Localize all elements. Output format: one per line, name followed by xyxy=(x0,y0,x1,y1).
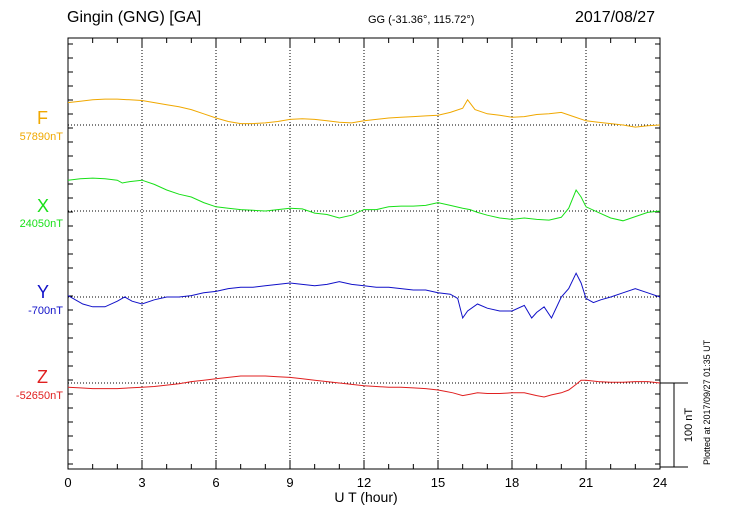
station-coordinates: GG (-31.36°, 115.72°) xyxy=(368,14,475,26)
component-label-X: X xyxy=(37,196,50,216)
series-line-Z xyxy=(67,375,661,398)
baseline-label-Y: -700nT xyxy=(28,305,63,317)
series-line-X xyxy=(67,177,661,222)
component-label-F: F xyxy=(37,108,48,128)
baseline-label-F: 57890nT xyxy=(19,131,63,143)
x-tick-label-6: 6 xyxy=(212,475,219,490)
x-tick-label-0: 0 xyxy=(64,475,71,490)
scale-bar: 100 nT xyxy=(660,382,695,468)
station-title: Gingin (GNG) [GA] xyxy=(67,9,202,26)
x-axis-label: U T (hour) xyxy=(334,489,397,505)
x-tick-label-15: 15 xyxy=(431,475,445,490)
component-label-Z: Z xyxy=(37,367,48,387)
x-tick-label-18: 18 xyxy=(505,475,519,490)
scale-bar-label: 100 nT xyxy=(683,408,695,443)
x-tick-label-9: 9 xyxy=(286,475,293,490)
chart-date: 2017/08/27 xyxy=(575,9,656,26)
axis-ticks: 0 3 6 9 12 15 18 21 24 xyxy=(64,38,667,490)
x-tick-label-12: 12 xyxy=(357,475,371,490)
x-tick-label-21: 21 xyxy=(579,475,593,490)
series-lines xyxy=(67,98,661,398)
baseline-label-Z: -52650nT xyxy=(15,390,63,402)
series-line-Y xyxy=(67,272,661,320)
x-tick-label-24: 24 xyxy=(653,475,667,490)
component-label-Y: Y xyxy=(37,282,50,302)
baseline-label-X: 24050nT xyxy=(19,218,63,230)
series-line-F xyxy=(67,98,661,128)
x-tick-label-3: 3 xyxy=(138,475,145,490)
